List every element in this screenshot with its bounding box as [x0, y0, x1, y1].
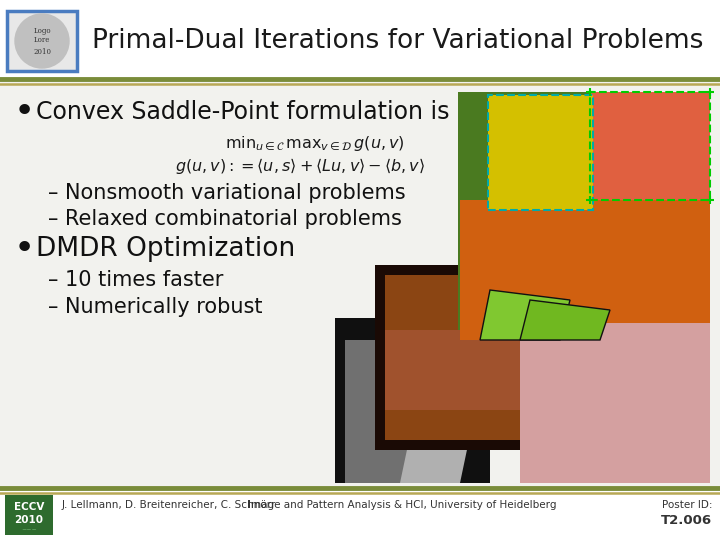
Bar	[488, 95, 593, 210]
Text: –: –	[48, 209, 58, 229]
Text: Lore: Lore	[34, 36, 50, 44]
Text: •: •	[14, 232, 35, 266]
Bar	[460, 200, 710, 340]
Bar	[590, 92, 710, 200]
Text: ~~~: ~~~	[21, 528, 37, 532]
Polygon shape	[345, 340, 490, 483]
Polygon shape	[480, 290, 570, 340]
Text: 10 times faster: 10 times faster	[65, 270, 223, 290]
Bar	[520, 323, 710, 483]
Text: $g(u, v) := \langle u, s \rangle + \langle Lu, v \rangle - \langle b, v \rangle$: $g(u, v) := \langle u, s \rangle + \lang…	[175, 156, 426, 176]
Bar	[458, 92, 710, 340]
Text: Primal-Dual Iterations for Variational Problems: Primal-Dual Iterations for Variational P…	[92, 28, 703, 54]
Text: DMDR Optimization: DMDR Optimization	[36, 236, 295, 262]
Text: Poster ID:: Poster ID:	[662, 500, 712, 510]
Bar	[335, 318, 490, 483]
Polygon shape	[520, 300, 610, 340]
Text: Relaxed combinatorial problems: Relaxed combinatorial problems	[65, 209, 402, 229]
Text: T2.006: T2.006	[661, 514, 712, 526]
Bar	[488, 95, 593, 210]
Text: Image and Pattern Analysis & HCI, University of Heidelberg: Image and Pattern Analysis & HCI, Univer…	[248, 500, 557, 510]
Text: Nonsmooth variational problems: Nonsmooth variational problems	[65, 183, 405, 203]
Bar	[385, 330, 525, 410]
Text: •: •	[14, 95, 35, 129]
Text: $\mathrm{min}_{u \in \mathcal{C}}\, \mathrm{max}_{v \in \mathcal{D}}\, g(u, v)$: $\mathrm{min}_{u \in \mathcal{C}}\, \mat…	[225, 134, 405, 153]
Bar	[0, 488, 720, 540]
Text: ECCV: ECCV	[14, 502, 44, 512]
Bar	[520, 323, 710, 483]
Polygon shape	[345, 340, 430, 483]
Text: 2010: 2010	[33, 48, 51, 56]
Bar	[5, 495, 53, 535]
Circle shape	[15, 14, 69, 68]
Text: 2010: 2010	[14, 515, 43, 525]
Text: –: –	[48, 297, 58, 317]
Text: Convex Saddle-Point formulation is powerful: Convex Saddle-Point formulation is power…	[36, 100, 560, 124]
Text: –: –	[48, 270, 58, 290]
Text: J. Lellmann, D. Breitenreicher, C. Schnörr: J. Lellmann, D. Breitenreicher, C. Schnö…	[62, 500, 276, 510]
Text: Numerically robust: Numerically robust	[65, 297, 263, 317]
Bar	[385, 275, 525, 440]
Bar	[7, 11, 77, 71]
Bar	[590, 92, 710, 200]
Text: Logo: Logo	[33, 27, 51, 35]
Text: –: –	[48, 183, 58, 203]
Bar	[0, 0, 720, 78]
Bar	[590, 92, 710, 200]
Bar	[375, 265, 530, 450]
